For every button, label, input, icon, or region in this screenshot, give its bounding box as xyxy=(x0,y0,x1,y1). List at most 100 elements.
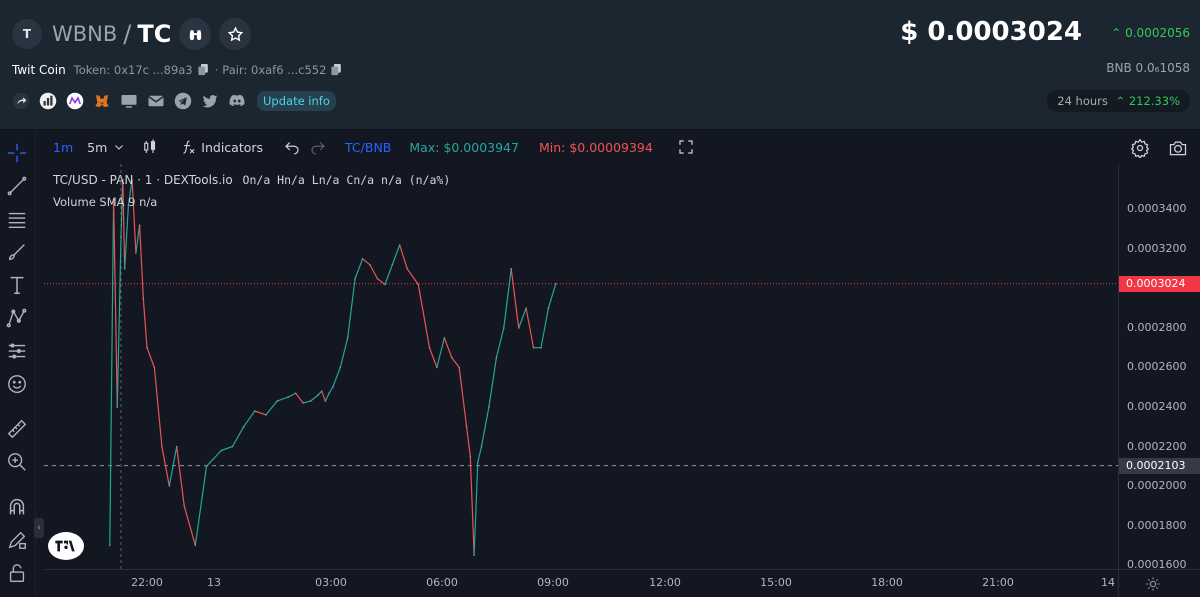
copy-pair-icon[interactable] xyxy=(331,64,342,76)
pencil-lock-icon xyxy=(8,531,26,549)
copy-token-icon[interactable] xyxy=(197,64,209,76)
price-point xyxy=(317,394,319,396)
text-tool[interactable] xyxy=(6,274,28,296)
favorite-button[interactable] xyxy=(219,18,252,50)
chevron-down-icon xyxy=(115,145,124,150)
price-segment xyxy=(399,244,408,269)
price-point xyxy=(339,366,342,369)
price-point xyxy=(503,327,505,329)
tradingview-icon xyxy=(55,540,75,552)
crosshair-price-tag: 0.0002103 xyxy=(1119,457,1200,474)
price-segment xyxy=(317,390,323,396)
pair-toggle[interactable]: TC/BNB xyxy=(345,139,392,155)
max-price: Max: $0.0003947 xyxy=(409,139,519,155)
price-segment xyxy=(243,410,256,428)
price-point xyxy=(328,392,330,394)
price-tick-label: 0.0002400 xyxy=(1127,400,1187,413)
price-segment xyxy=(428,347,438,368)
magnet-tool[interactable] xyxy=(6,496,28,518)
price-segment xyxy=(122,179,126,269)
price-point xyxy=(361,258,364,260)
pattern-tool[interactable] xyxy=(6,307,28,329)
price-point xyxy=(451,356,453,359)
fib-tool[interactable] xyxy=(6,208,28,230)
twitter-icon[interactable] xyxy=(201,92,219,110)
price-point xyxy=(517,327,520,329)
crosshair-tool[interactable] xyxy=(6,142,28,164)
telegram-icon[interactable] xyxy=(174,92,192,110)
binoculars-icon xyxy=(189,29,202,40)
discord-icon[interactable] xyxy=(228,92,246,110)
brush-tool[interactable] xyxy=(6,241,28,263)
chart-logo-icon[interactable] xyxy=(39,92,57,110)
axis-corner[interactable] xyxy=(1118,569,1200,597)
update-info-button[interactable]: Update info xyxy=(257,91,336,111)
price-change: ⌃ 0.0002056 xyxy=(1111,26,1190,40)
token-avatar: T xyxy=(12,19,42,49)
price-point xyxy=(183,505,185,507)
brush-icon xyxy=(8,244,25,261)
price-segment xyxy=(221,445,233,452)
token-address: Token: 0x17c ...89a3 xyxy=(73,63,193,77)
lock-drawings-tool[interactable] xyxy=(6,529,28,551)
price-segment xyxy=(503,268,512,329)
timeframe-1m[interactable]: 1m xyxy=(53,139,74,155)
price-plot[interactable] xyxy=(44,164,1118,569)
price-point xyxy=(369,264,371,266)
camera-icon[interactable] xyxy=(1168,138,1188,158)
token-name: Twit Coin xyxy=(12,63,66,77)
price-point xyxy=(443,337,446,339)
price-point xyxy=(324,400,327,402)
price-segment xyxy=(265,400,278,416)
trendline-icon xyxy=(7,176,27,196)
measure-tool[interactable] xyxy=(6,418,28,440)
binoculars-button[interactable] xyxy=(179,18,212,50)
monitor-icon[interactable] xyxy=(120,92,138,110)
fullscreen-button[interactable] xyxy=(677,138,695,156)
timeframe-dropdown[interactable] xyxy=(113,141,125,153)
prediction-tool[interactable] xyxy=(6,340,28,362)
price-tick-label: 0.0002200 xyxy=(1127,439,1187,453)
price-chart[interactable]: TC/USD - PAN · 1 · DEXTools.io On/a Hn/a… xyxy=(44,164,1118,569)
emoji-tool[interactable] xyxy=(6,373,28,395)
price-point xyxy=(135,252,137,254)
price-point xyxy=(112,198,115,201)
price-segment xyxy=(540,308,549,348)
price-point xyxy=(142,297,145,300)
zoom-tool[interactable] xyxy=(6,451,28,473)
candles-icon xyxy=(144,139,156,153)
token-info-row: Twit Coin Token: 0x17c ...89a3 · Pair: 0… xyxy=(12,63,342,77)
price-point xyxy=(127,204,130,207)
price-point xyxy=(510,267,512,270)
price-segment xyxy=(377,278,386,285)
indicators-button[interactable]: Indicators xyxy=(179,138,263,156)
time-axis[interactable]: 22:00 13 03:00 06:00 09:00 12:00 15:00 18:00 21:… xyxy=(44,569,1118,597)
price-point xyxy=(294,392,297,394)
redo-button[interactable] xyxy=(309,138,327,156)
period-selector[interactable]: 24 hours ⌃ 212.33% xyxy=(1047,90,1190,112)
chart-type-button[interactable] xyxy=(141,138,159,156)
collapse-toolbar-button[interactable]: ‹ xyxy=(34,518,44,538)
coin-logo-icon[interactable] xyxy=(66,92,84,110)
min-price: Min: $0.00009394 xyxy=(538,139,653,155)
price-point xyxy=(488,406,490,408)
price-point xyxy=(109,544,111,547)
timeframe-5m[interactable]: 5m xyxy=(87,139,108,155)
mail-icon[interactable] xyxy=(147,92,165,110)
price-point xyxy=(532,346,535,349)
magnet-icon xyxy=(9,498,25,515)
gear-icon[interactable] xyxy=(1130,138,1150,158)
tradingview-logo[interactable] xyxy=(48,532,84,560)
price-point xyxy=(391,264,394,266)
unlock-tool[interactable] xyxy=(6,562,28,584)
undo-button[interactable] xyxy=(283,138,301,156)
share-icon[interactable] xyxy=(12,92,30,110)
time-tick-label: 18:00 xyxy=(871,576,903,589)
trendline-tool[interactable] xyxy=(6,175,28,197)
price-point xyxy=(547,307,550,309)
price-segment xyxy=(518,307,527,329)
price-segment xyxy=(116,237,122,408)
price-segment xyxy=(287,392,296,398)
metamask-icon[interactable] xyxy=(93,92,111,110)
price-axis[interactable]: 0.0001600 0.0001800 0.0002000 0.0002200 0.00… xyxy=(1118,164,1200,571)
